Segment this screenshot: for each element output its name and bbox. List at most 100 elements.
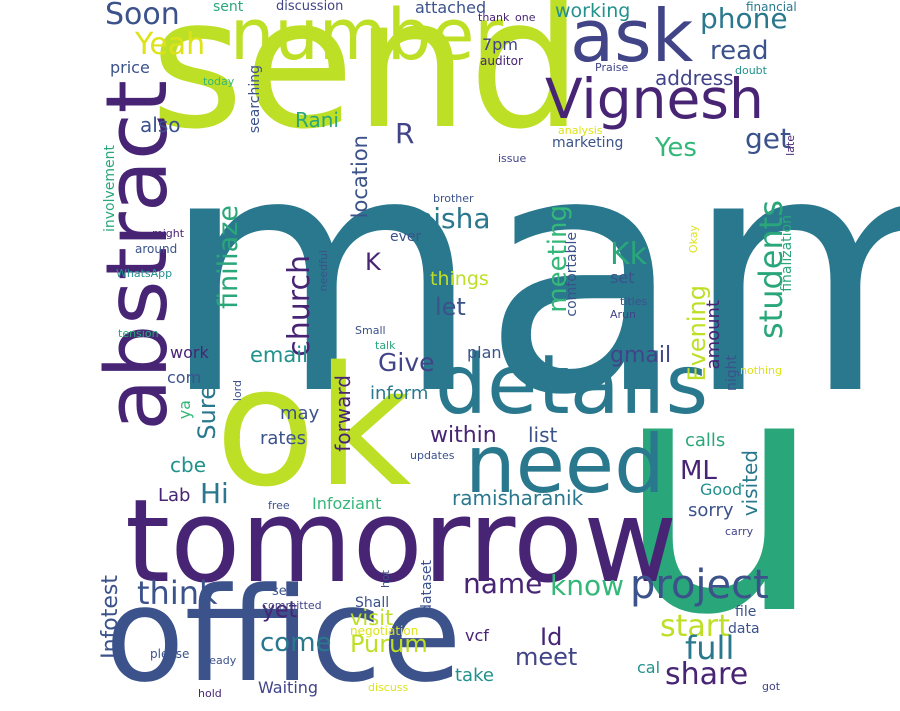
cloud-word: start [660,609,730,644]
cloud-word: WhatsApp [116,267,173,280]
cloud-word: think [137,574,218,612]
cloud-word: Kk [610,237,648,272]
cloud-word: ramisharanik [452,486,584,510]
cloud-word: around [135,242,178,256]
cloud-word: finalization [779,215,795,292]
cloud-word: church [282,255,317,357]
cloud-word: needful [317,250,330,292]
cloud-word: discussion [276,0,344,14]
cloud-word: also [140,113,181,137]
cloud-word: Good [700,480,743,499]
cloud-word: Sure [193,385,221,440]
cloud-word: late [784,135,797,156]
cloud-word: visit [350,606,394,630]
cloud-word: see [272,584,295,599]
cloud-word: Praise [595,61,629,74]
cloud-word: Infoziant [312,494,382,513]
cloud-word: updates [410,449,455,462]
cloud-word: dataset [419,560,435,613]
cloud-word: Hi [200,477,229,510]
cloud-word: set [610,268,635,287]
cloud-word: ya [175,400,194,420]
cloud-word: titles [620,295,648,308]
cloud-word: com [167,368,202,387]
cloud-word: auditor [480,54,523,68]
cloud-word: Arun [610,308,636,321]
cloud-word: financial [746,0,797,14]
cloud-word: sorry [688,500,734,521]
cloud-word: carry [725,525,754,538]
cloud-word: list [528,423,558,447]
cloud-word: calls [685,430,726,451]
cloud-word: ML [680,456,717,486]
cloud-word: Lab [158,485,191,506]
cloud-word: Shall [355,595,390,611]
cloud-word: need [465,418,665,511]
cloud-word: address [655,66,734,90]
cloud-word: yet [262,598,298,623]
cloud-word: send [150,0,583,169]
cloud-word: share [665,657,749,692]
cloud-word: rates [260,428,306,449]
cloud-word: Small [355,324,386,337]
cloud-word: ask [570,0,694,78]
cloud-word: let [435,293,466,321]
cloud-word: Okay [687,225,700,254]
cloud-word: Rani [295,108,339,132]
cloud-word: email [250,343,308,367]
cloud-word: price [110,58,150,77]
cloud-word: ever [390,229,422,245]
cloud-word: Ramisha [370,202,491,235]
cloud-word: doubt [735,64,767,77]
cloud-word: forward [331,375,355,452]
cloud-word: today [203,75,235,88]
cloud-word: working [555,0,631,22]
cloud-word: one [515,11,536,24]
cloud-word: details [435,338,709,433]
cloud-word: Infotest [98,575,123,659]
cloud-word: please [150,647,190,661]
cloud-word: office [105,559,462,711]
cloud-word: talk [375,339,396,352]
cloud-word: nothing [740,364,782,377]
cloud-word: comfortable [564,232,580,317]
cloud-word: searching [247,65,263,134]
cloud-word: attached [415,0,487,17]
cloud-word: tomorrow [125,475,678,609]
cloud-word: full [685,629,735,667]
cloud-word: phone [700,2,788,35]
cloud-word: plan [467,343,502,362]
cloud-word: amount [703,300,724,370]
cloud-word: Purum [350,630,428,658]
cloud-word: know [550,569,624,602]
cloud-word: take [455,665,494,686]
cloud-word: gmail [610,343,672,368]
cloud-word: visited [738,450,762,517]
cloud-word: Soon [105,0,180,32]
cloud-word: may [280,403,320,424]
cloud-word: meet [515,643,578,671]
cloud-word: Yeah [135,27,206,62]
cloud-word: come [260,628,332,658]
cloud-word: involvement [102,145,118,233]
cloud-word: Waiting [258,678,319,697]
cloud-word: discuss [368,681,409,694]
cloud-word: free [268,499,290,512]
cloud-word: Vignesh [545,67,764,131]
cloud-word: tension [118,327,159,340]
cloud-word: name [463,567,543,600]
cloud-word: lord [231,380,244,402]
cloud-word: ok [215,331,412,523]
cloud-word: cbe [170,453,206,477]
cloud-word: R [395,117,415,150]
cloud-word: brother [433,192,474,205]
cloud-word: finiliaze [213,205,244,309]
cloud-word: Id [540,623,563,651]
cloud-word: cal [637,658,661,677]
cloud-word: u [615,303,825,687]
cloud-word: asked [229,410,244,449]
cloud-word: got [762,680,781,693]
cloud-word: data [728,621,760,637]
cloud-word: Give [378,348,435,377]
